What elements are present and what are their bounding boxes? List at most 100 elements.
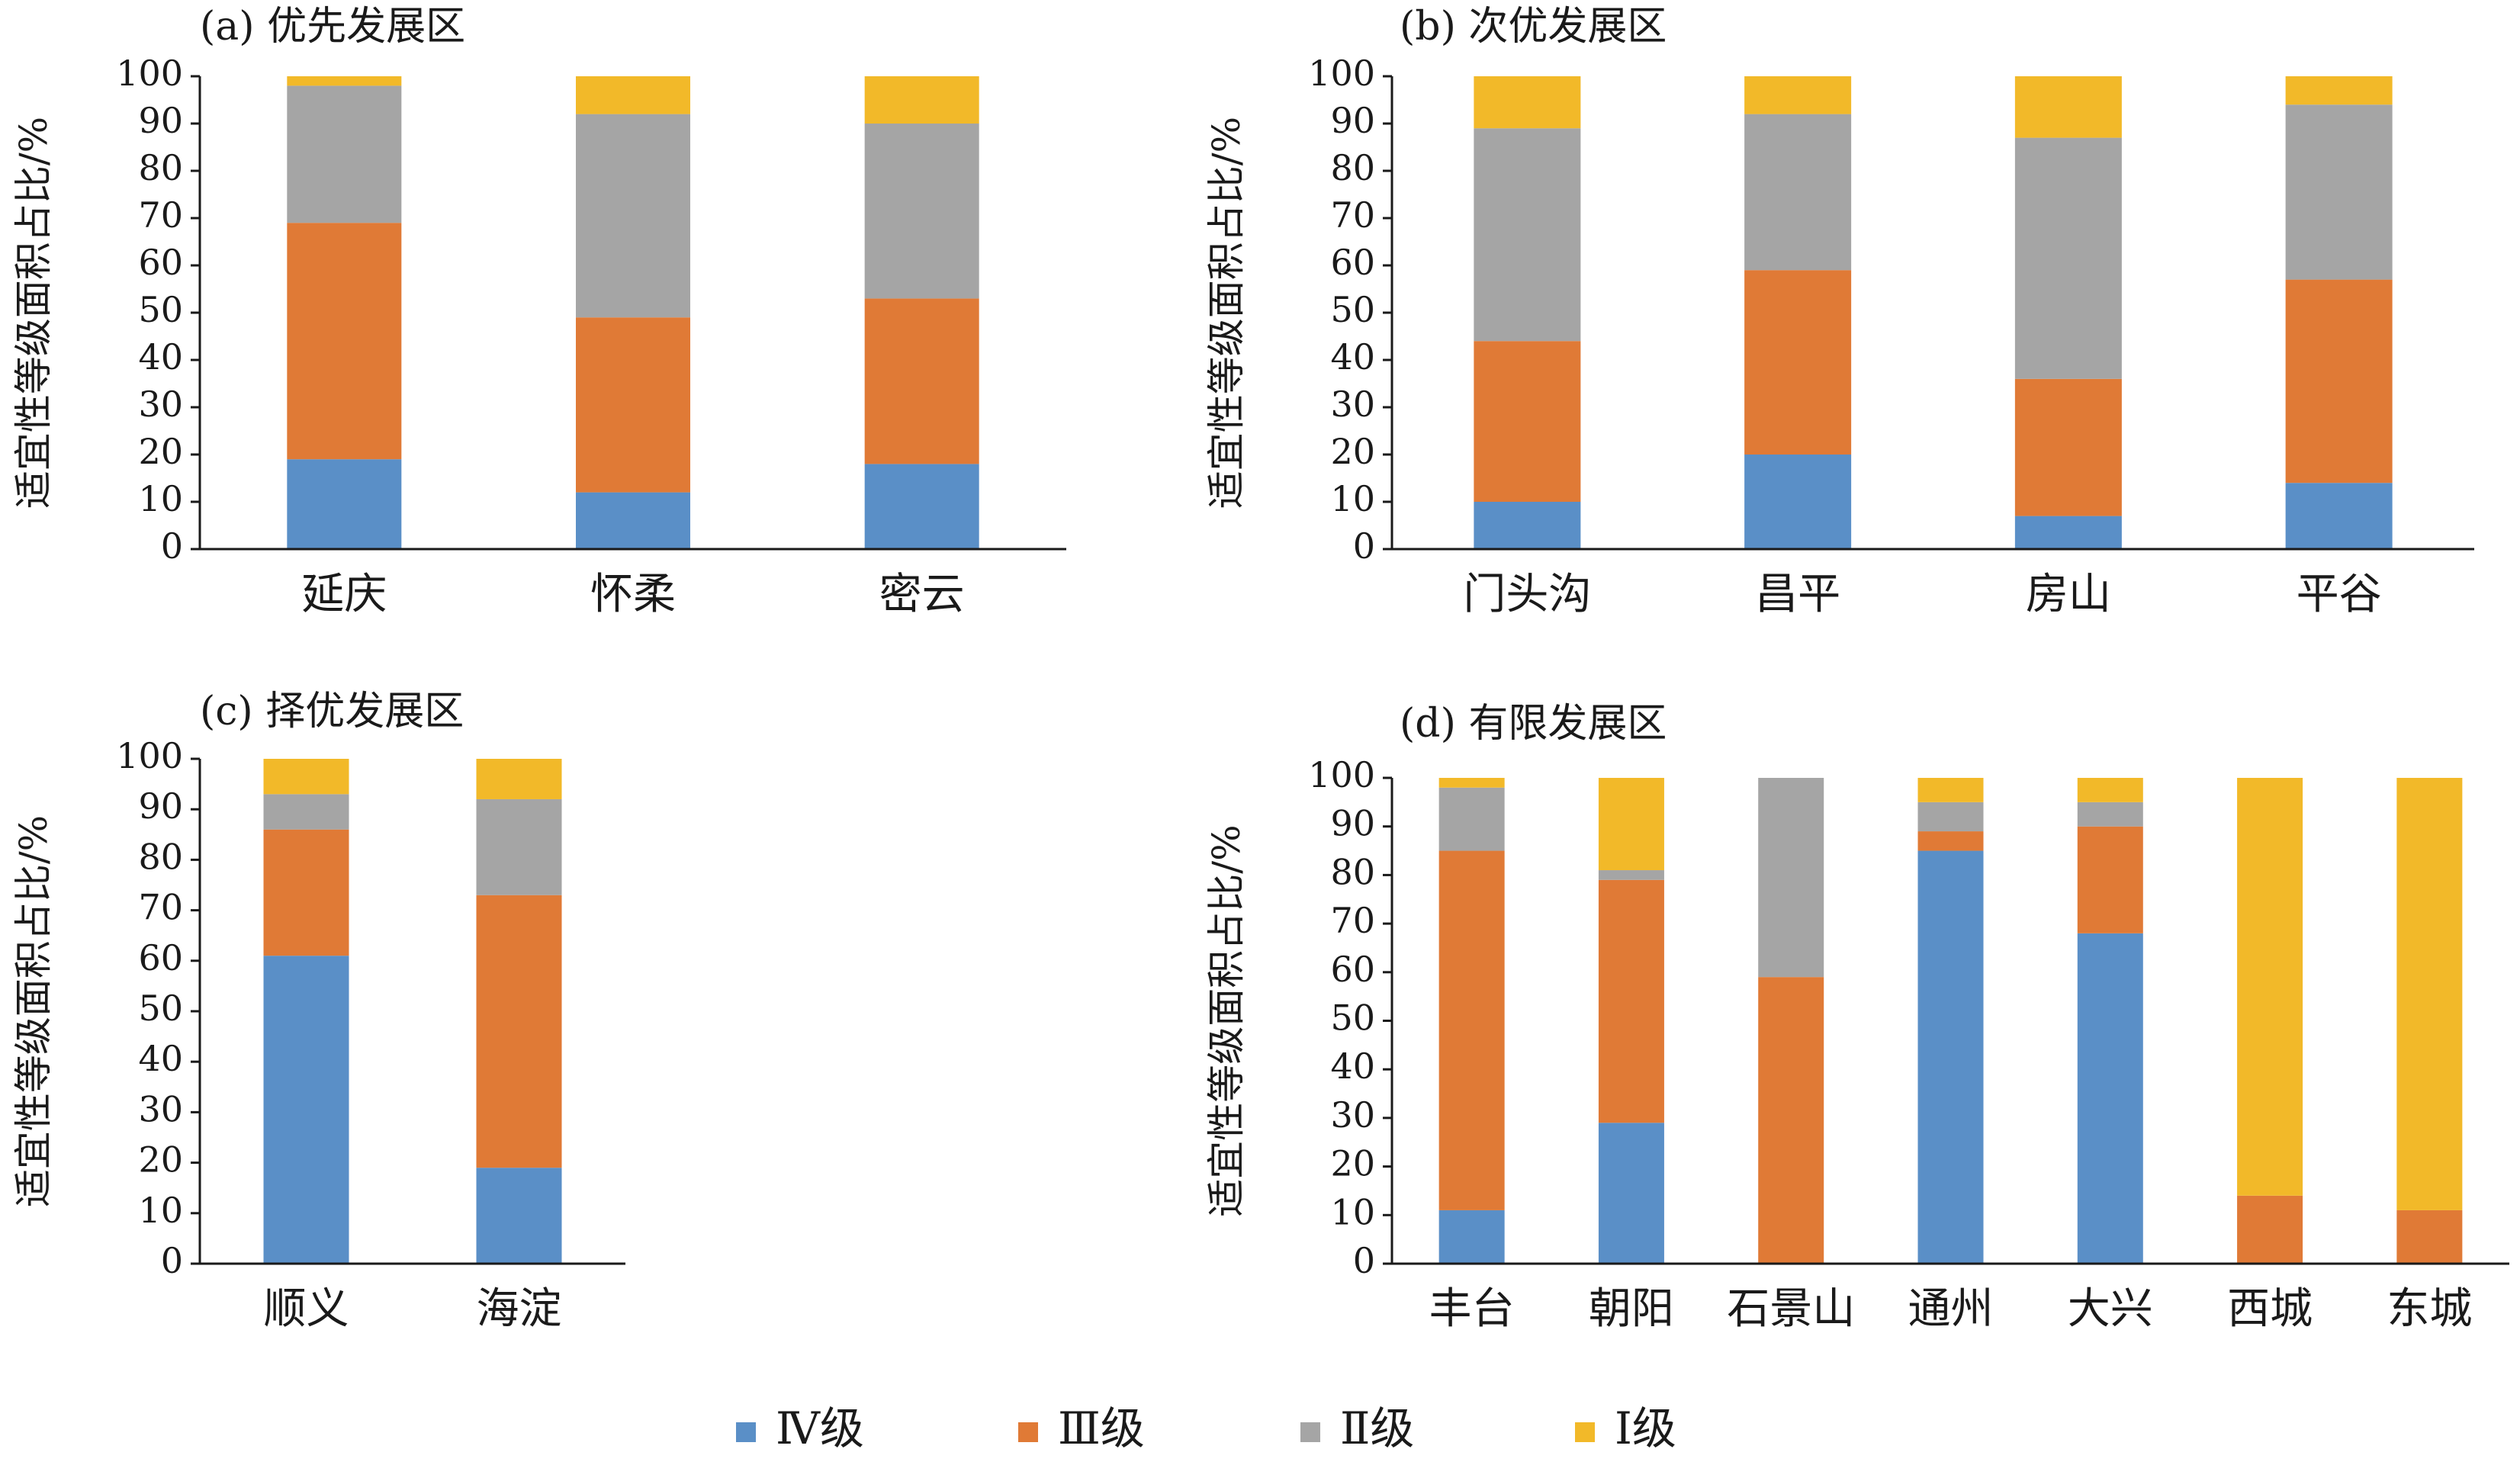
panel-title: (a) 优先发展区 [200,4,465,50]
bar-segment [864,298,979,464]
x-tick-label: 通州 [1908,1284,1994,1334]
bar-segment [1744,270,1852,455]
y-tick-label: 40 [138,336,183,377]
legend-label: Ⅰ级 [1615,1402,1676,1454]
bar-segment [2014,516,2122,549]
y-tick-label: 0 [161,1240,183,1281]
y-tick-label: 80 [138,836,183,877]
y-tick-label: 70 [138,194,183,236]
y-tick-label: 60 [138,937,183,978]
legend-swatch [1300,1422,1320,1442]
y-tick-label: 60 [1330,949,1375,990]
y-tick-label: 50 [1330,289,1375,330]
x-tick-label: 平谷 [2297,570,2382,619]
bar-segment [476,1168,562,1264]
y-tick-label: 90 [1330,100,1375,141]
bar-segment [2077,933,2143,1264]
y-tick-label: 30 [138,1088,183,1129]
bar-segment [2077,778,2143,802]
y-tick-label: 90 [138,786,183,827]
bar-segment [2396,778,2463,1210]
bar-segment [2285,279,2393,484]
bar-segment [1598,879,1664,1123]
x-tick-label: 门头沟 [1463,570,1591,619]
bar-segment [2077,826,2143,933]
x-tick-label: 丰台 [1429,1284,1515,1334]
bar-segment [1598,1123,1664,1264]
legend-swatch [1018,1422,1038,1442]
x-tick-label: 延庆 [301,570,387,619]
legend-label: Ⅲ级 [1058,1402,1145,1454]
panel-title: (c) 择优发展区 [200,689,464,734]
bar-segment [263,829,349,956]
bar-segment [2396,1210,2463,1264]
legend-label: Ⅳ级 [776,1402,864,1454]
bar-segment [2014,76,2122,138]
bar-segment [576,76,690,114]
y-tick-label: 0 [1353,1240,1375,1281]
bar-segment [287,459,402,549]
y-tick-label: 100 [1308,754,1375,795]
y-tick-label: 50 [138,289,183,330]
y-tick-label: 70 [1330,194,1375,236]
y-tick-label: 10 [138,1190,183,1231]
bar-segment [1474,128,1581,342]
panel-title: (b) 次优发展区 [1400,4,1667,50]
legend: Ⅳ级 Ⅲ级 Ⅱ级 Ⅰ级 [736,1402,1676,1454]
y-tick-label: 20 [1330,431,1375,472]
bar-segment [2014,378,2122,516]
y-tick-label: 10 [138,478,183,519]
x-tick-label: 顺义 [264,1284,349,1334]
x-tick-label: 海淀 [477,1284,562,1334]
y-axis-label: 适宜性等级面积占比/% [11,117,56,509]
y-tick-label: 40 [1330,1046,1375,1087]
bar-segment [287,85,402,223]
y-axis-label: 适宜性等级面积占比/% [1204,824,1249,1216]
y-tick-label: 20 [138,431,183,472]
x-tick-label: 东城 [2387,1284,2472,1334]
legend-swatch [1575,1422,1595,1442]
legend-label: Ⅱ级 [1340,1402,1414,1454]
bar-segment [1438,787,1505,851]
bar-segment [2014,137,2122,379]
panel-title: (d) 有限发展区 [1400,701,1667,747]
x-tick-label: 怀柔 [590,570,676,619]
bar-segment [864,124,979,299]
bar-segment [263,956,349,1264]
y-tick-label: 50 [138,988,183,1029]
bar-segment [1438,778,1505,788]
bar-segment [1598,778,1664,871]
y-tick-label: 40 [1330,336,1375,377]
y-tick-label: 20 [138,1139,183,1181]
bar-segment [1917,802,1984,832]
bar-segment [864,464,979,549]
y-tick-label: 0 [1353,525,1375,567]
y-tick-label: 90 [1330,803,1375,844]
x-tick-label: 昌平 [1755,570,1840,619]
bar-segment [576,317,690,493]
y-tick-label: 30 [1330,384,1375,425]
x-tick-label: 西城 [2227,1284,2313,1334]
y-tick-label: 100 [116,735,183,776]
bar-segment [476,798,562,895]
y-tick-label: 40 [138,1038,183,1079]
x-tick-label: 房山 [2026,570,2111,619]
bar-segment [1917,831,1984,851]
bar-segment [1917,778,1984,802]
bar-segment [1438,850,1505,1210]
bar-segment [1438,1210,1505,1264]
bar-segment [1474,341,1581,502]
y-tick-label: 100 [1308,53,1375,94]
y-tick-label: 30 [138,384,183,425]
y-tick-label: 0 [161,525,183,567]
legend-swatch [736,1422,756,1442]
bar-segment [2285,483,2393,549]
bar-segment [576,114,690,318]
bar-segment [2285,76,2393,105]
y-tick-label: 10 [1330,1191,1375,1232]
bar-segment [2237,778,2303,1196]
